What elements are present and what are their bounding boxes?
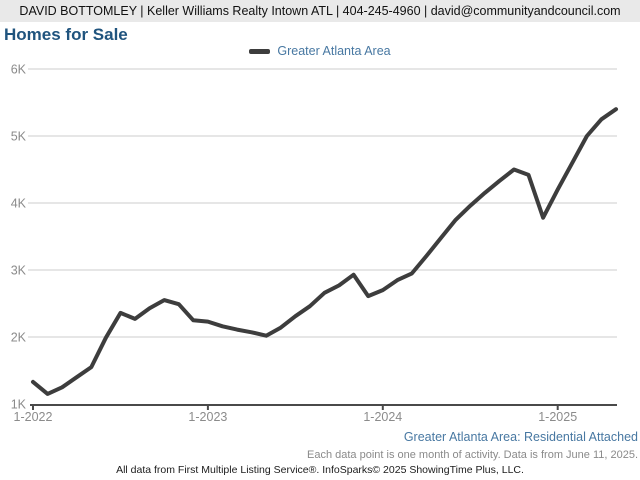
contact-line: DAVID BOTTOMLEY | Keller Williams Realty…: [19, 4, 621, 18]
y-axis-tick-label: 4K: [11, 197, 27, 211]
y-axis-tick-label: 5K: [11, 130, 27, 144]
legend: Greater Atlanta Area: [0, 44, 640, 58]
attribution: All data from First Multiple Listing Ser…: [116, 464, 524, 476]
legend-swatch-icon: [249, 48, 271, 54]
page-title: Homes for Sale: [4, 25, 128, 44]
y-axis-tick-label: 1K: [11, 398, 27, 412]
y-axis-tick-label: 6K: [11, 63, 27, 77]
y-axis-tick-label: 2K: [11, 331, 27, 345]
series-line-greater-atlanta: [31, 107, 618, 396]
y-axis-tick-label: 3K: [11, 264, 27, 278]
x-axis-tick-label: 1-2025: [538, 410, 577, 424]
series-caption: Greater Atlanta Area: Residential Attach…: [403, 430, 638, 444]
data-note: Each data point is one month of activity…: [307, 449, 638, 461]
x-axis-tick-label: 1-2022: [14, 410, 53, 424]
legend-label: Greater Atlanta Area: [277, 44, 391, 58]
contact-header: DAVID BOTTOMLEY | Keller Williams Realty…: [0, 0, 640, 22]
x-axis-tick-label: 1-2023: [188, 410, 227, 424]
legend-item-greater-atlanta[interactable]: Greater Atlanta Area: [249, 44, 391, 58]
x-axis-tick-label: 1-2024: [363, 410, 402, 424]
